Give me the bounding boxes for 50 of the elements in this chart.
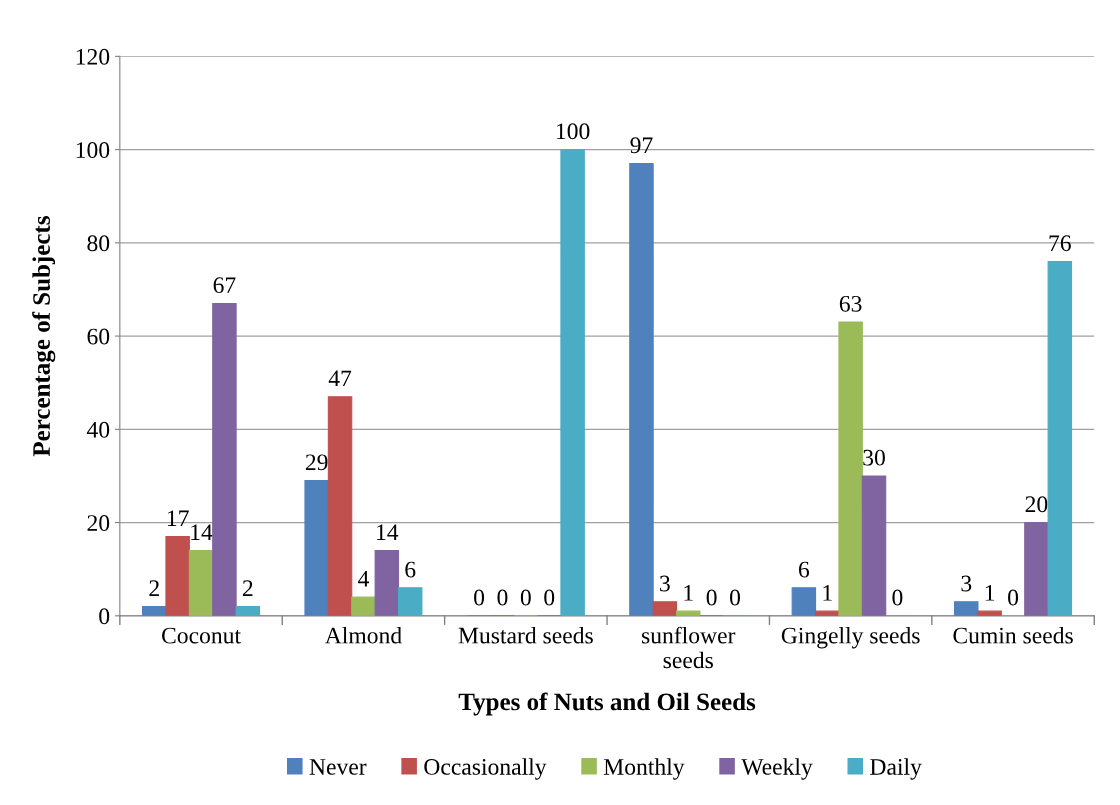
y-tick-label: 80: [87, 235, 110, 252]
data-label: 76: [1049, 235, 1071, 252]
y-tick-label: 20: [87, 515, 110, 531]
y-axis-title: Percentage of Subjects: [32, 216, 56, 457]
legend-label: Never: [309, 759, 367, 775]
data-label: 1: [985, 584, 995, 601]
y-tick-label: 120: [76, 48, 110, 65]
legend-label: Daily: [870, 758, 922, 780]
data-label: 29: [305, 454, 328, 471]
y-tick-label: 0: [99, 608, 110, 625]
x-tick-label: Coconut: [162, 627, 241, 644]
y-tick-label: 100: [76, 142, 110, 159]
data-label: 100: [556, 123, 590, 140]
x-tick-label: Mustard seeds: [458, 626, 593, 644]
data-label: 0: [706, 589, 717, 606]
x-axis-title: Types of Nuts and Oil Seeds: [458, 692, 756, 716]
y-tick-label: 60: [87, 328, 110, 345]
data-label: 0: [730, 589, 741, 606]
x-tick-label: Cumin seeds: [953, 626, 1073, 644]
data-label: 67: [213, 277, 236, 294]
data-label: 17: [167, 510, 189, 526]
data-label: 1: [684, 584, 693, 601]
data-label: 3: [961, 575, 972, 592]
data-label: 20: [1025, 496, 1048, 513]
x-tick-label: Gingelly seeds: [781, 626, 920, 649]
data-label: 0: [544, 589, 555, 606]
data-label: 14: [377, 524, 399, 540]
data-label: 47: [328, 370, 352, 387]
x-tick-label: sunflower seeds: [642, 626, 736, 669]
data-label: 0: [497, 589, 508, 606]
data-label: 30: [863, 449, 885, 466]
legend-label: Occasionally: [424, 758, 547, 780]
data-label: 97: [630, 137, 653, 154]
legend-label: Weekly: [741, 758, 813, 780]
data-label: 6: [405, 561, 416, 578]
y-tick-label: 40: [86, 421, 110, 438]
data-label: 14: [191, 524, 213, 540]
x-tick-label: Almond: [324, 626, 402, 644]
data-label: 0: [892, 589, 903, 606]
legend-label: Monthly: [603, 758, 685, 780]
data-label: 0: [1008, 589, 1019, 606]
data-label: 1: [823, 584, 832, 601]
data-label: 63: [839, 295, 862, 312]
data-label: 2: [149, 580, 159, 596]
data-label: 3: [660, 575, 670, 592]
data-label: 0: [520, 589, 531, 606]
data-label: 0: [474, 589, 485, 606]
data-label: 4: [358, 571, 369, 587]
data-label: 6: [798, 561, 810, 578]
data-label: 2: [242, 580, 253, 596]
